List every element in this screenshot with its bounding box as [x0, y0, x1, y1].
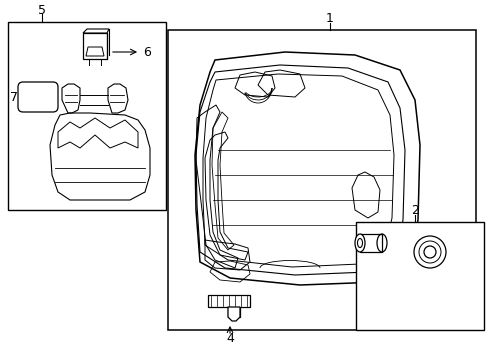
- Ellipse shape: [354, 234, 364, 252]
- Text: 6: 6: [143, 45, 151, 59]
- Polygon shape: [50, 113, 150, 200]
- Polygon shape: [207, 295, 249, 317]
- Text: 5: 5: [38, 4, 46, 17]
- Text: 7: 7: [10, 90, 18, 104]
- Bar: [355, 222, 483, 330]
- Polygon shape: [195, 52, 419, 285]
- Text: 2: 2: [410, 203, 418, 216]
- Circle shape: [413, 236, 445, 268]
- Bar: [8, 22, 165, 210]
- Text: 3: 3: [425, 279, 433, 292]
- FancyBboxPatch shape: [18, 82, 58, 112]
- Bar: [359, 234, 381, 252]
- Polygon shape: [83, 29, 109, 33]
- Polygon shape: [227, 307, 240, 321]
- Bar: [168, 30, 475, 330]
- Text: 4: 4: [225, 332, 233, 345]
- Text: 1: 1: [325, 12, 333, 24]
- Bar: [83, 33, 107, 59]
